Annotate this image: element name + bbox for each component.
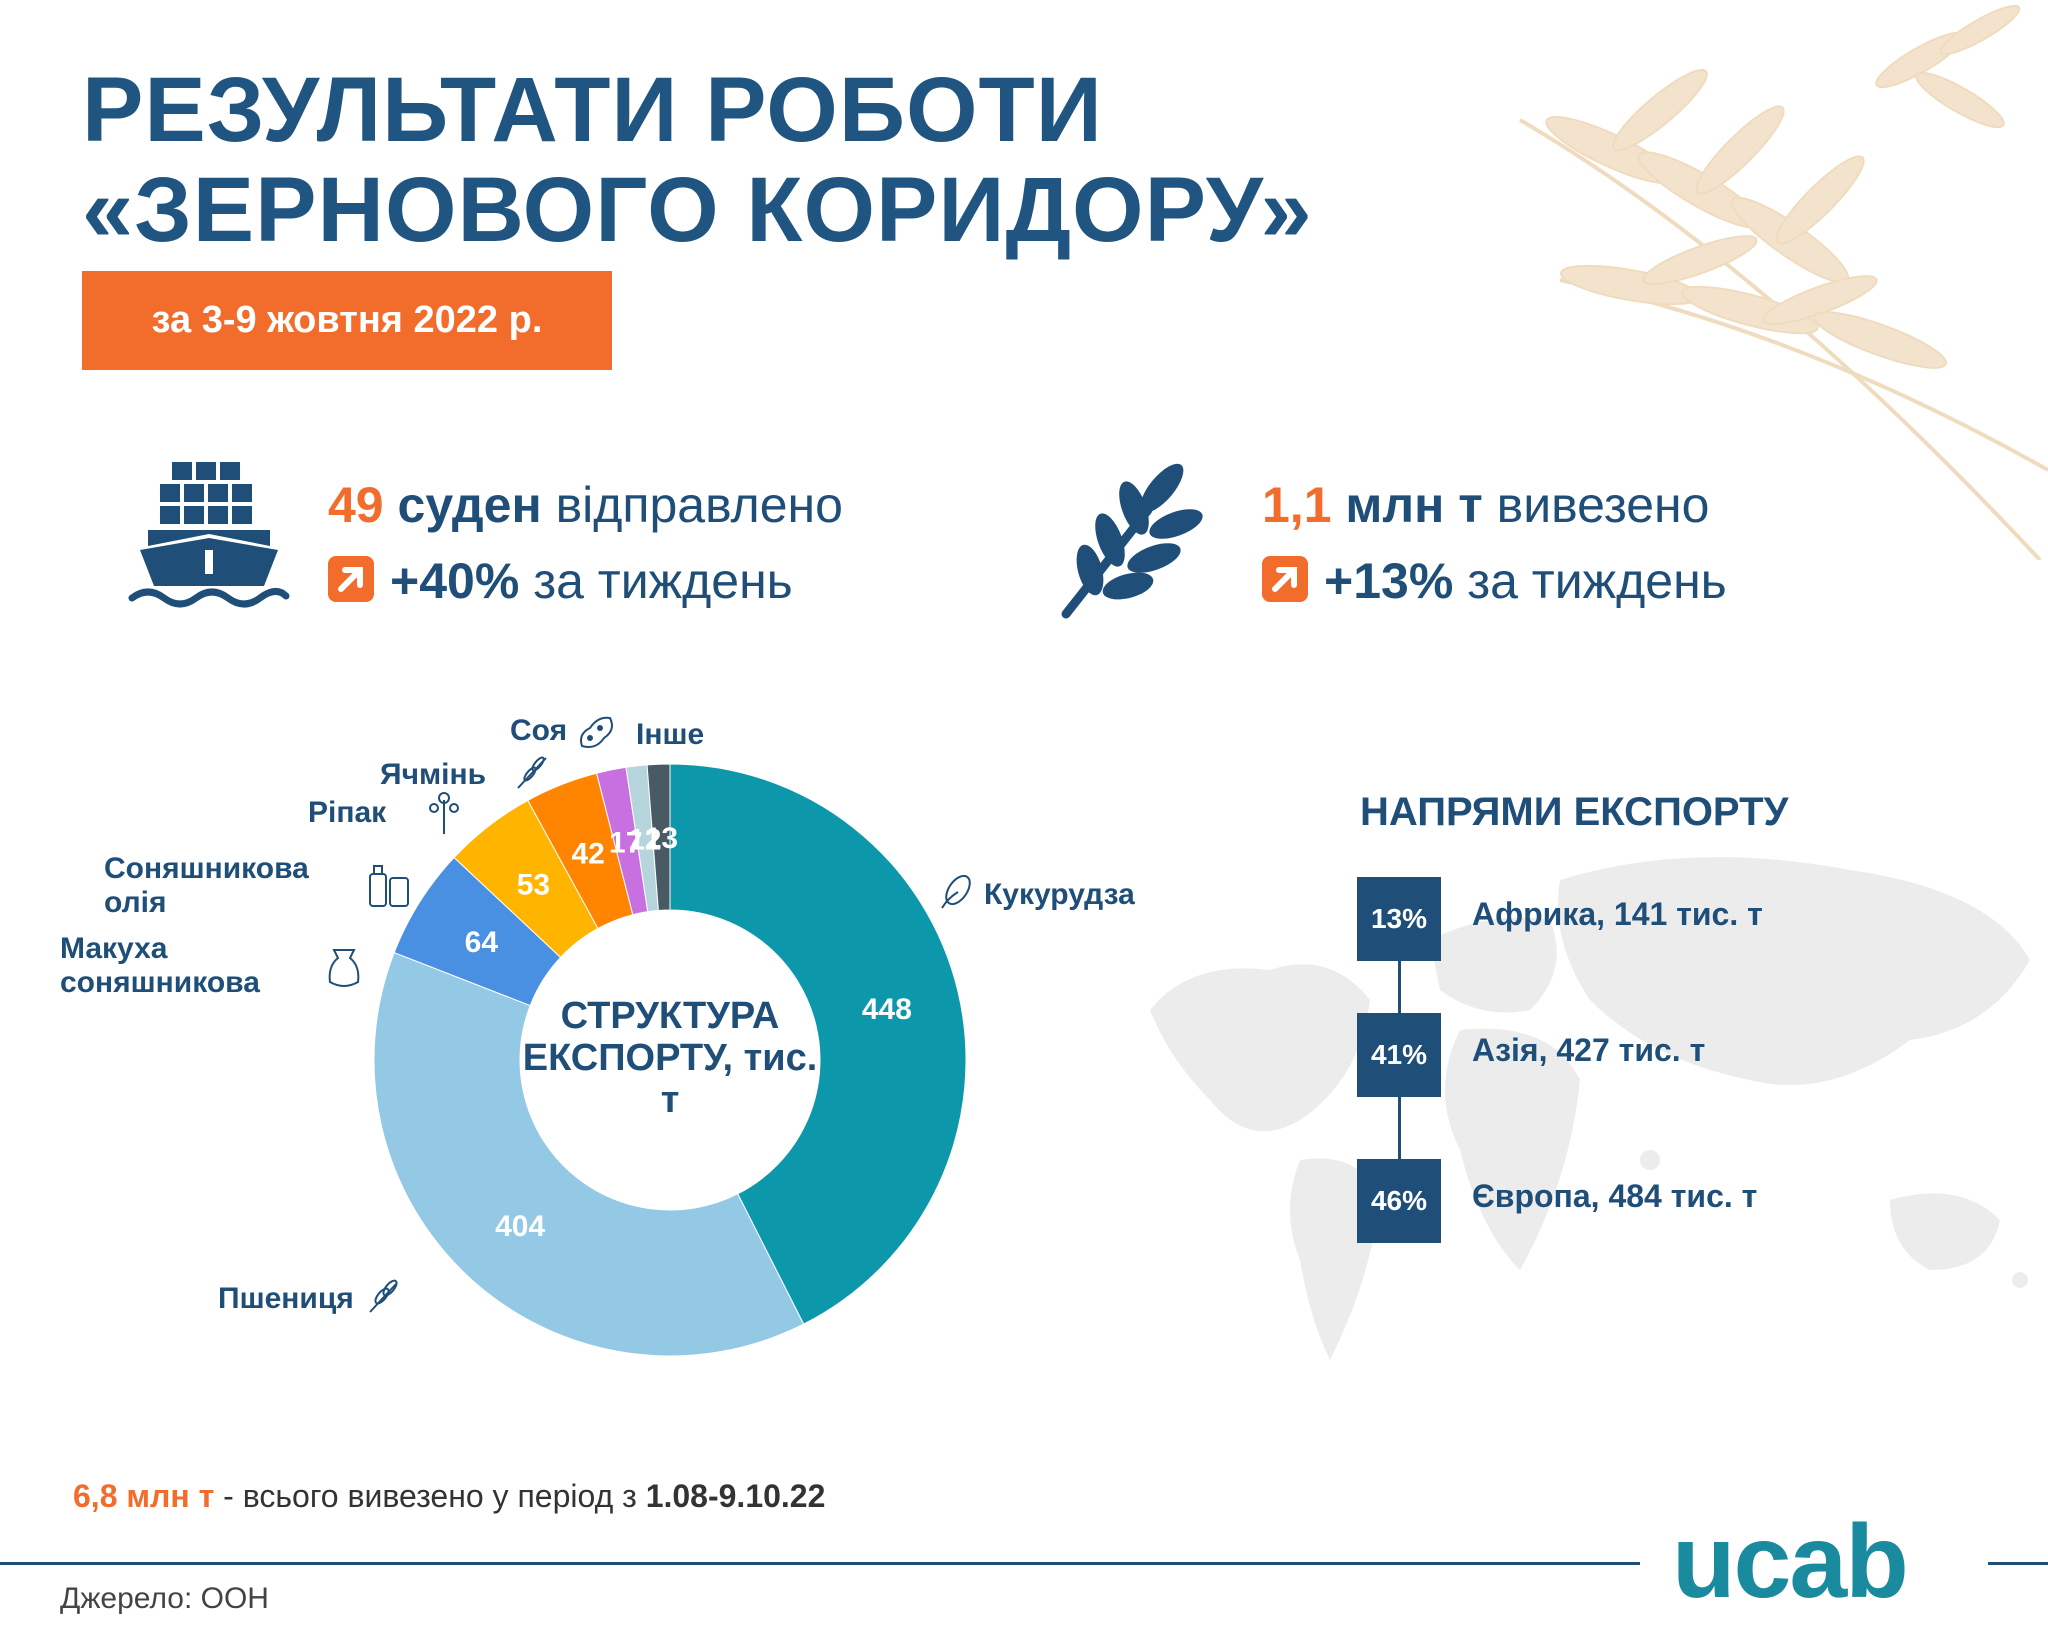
label-rapeseed: Ріпак — [308, 796, 387, 829]
donut-value-label-1: 404 — [495, 1210, 545, 1243]
page-title: РЕЗУЛЬТАТИ РОБОТИ «ЗЕРНОВОГО КОРИДОРУ» — [82, 60, 1313, 260]
donut-value-label-5: 17 — [609, 826, 642, 859]
direction-asia-percent: 41% — [1357, 1013, 1441, 1097]
footer-rule-right — [1988, 1562, 2048, 1565]
ships-verb: відправлено — [555, 477, 843, 533]
logo-letter: a — [1789, 1504, 1847, 1620]
tonnage-unit: млн т — [1345, 477, 1483, 533]
footer-rule-left — [0, 1562, 1640, 1565]
label-soy: Соя — [510, 714, 568, 747]
wheat-icon — [1061, 463, 1203, 619]
direction-africa-percent: 13% — [1357, 877, 1441, 961]
ucab-logo: ucab — [1672, 1510, 1909, 1614]
label-sunflower-cake: Макуха соняшникова — [60, 932, 260, 999]
donut-center-text: СТРУКТУРА ЕКСПОРТУ, тис. т — [522, 995, 818, 1121]
label-other: Інше — [636, 718, 705, 751]
trend-up-icon — [328, 556, 374, 602]
direction-europe-label: Європа, 484 тис. т — [1472, 1178, 1758, 1214]
donut-value-label-6: 12 — [628, 823, 661, 856]
donut-slice-7 — [646, 763, 671, 911]
trend-up-icon — [1262, 556, 1308, 602]
donut-slice-1 — [373, 951, 805, 1357]
logo-letter: u — [1672, 1504, 1736, 1620]
donut-value-label-0: 448 — [862, 993, 912, 1026]
tonnage-verb: вивезено — [1496, 477, 1710, 533]
rapeseed-icon — [429, 792, 459, 834]
direction-africa-label: Африка, 141 тис. т — [1472, 896, 1763, 932]
donut-value-label-4: 42 — [571, 838, 604, 871]
total-value: 6,8 млн т — [73, 1478, 215, 1514]
direction-asia-label: Азія, 427 тис. т — [1472, 1032, 1706, 1068]
source-note: Джерело: ООН — [60, 1582, 269, 1615]
ships-stat: 49 суден відправлено — [328, 476, 843, 534]
tonnage-number: 1,1 — [1262, 477, 1332, 533]
soybean-icon — [580, 716, 613, 748]
label-barley: Ячмінь — [380, 758, 487, 791]
wheat-small-icon — [369, 1279, 398, 1313]
label-corn: Кукурудза — [936, 872, 1135, 912]
logo-letter: c — [1733, 1504, 1792, 1620]
total-summary: 6,8 млн т - всього вивезено у період з 1… — [73, 1478, 825, 1515]
title-line-1: РЕЗУЛЬТАТИ РОБОТИ — [82, 59, 1103, 161]
donut-value-label-2: 64 — [465, 926, 499, 959]
donut-value-label-3: 53 — [517, 869, 550, 902]
ships-change: +40% за тиждень — [328, 552, 793, 610]
ships-number: 49 — [328, 477, 384, 533]
ship-icon — [128, 462, 290, 608]
title-line-2: «ЗЕРНОВОГО КОРИДОРУ» — [82, 159, 1313, 261]
direction-europe-percent: 46% — [1357, 1159, 1441, 1243]
logo-letter: b — [1845, 1504, 1909, 1620]
tonnage-change: +13% за тиждень — [1262, 552, 1727, 610]
barley-icon — [517, 756, 547, 789]
ships-change-value: +40% — [390, 553, 520, 609]
directions-title: НАПРЯМИ ЕКСПОРТУ — [1360, 790, 1789, 834]
donut-slice-0 — [669, 763, 967, 1325]
world-map-decoration — [1150, 857, 2030, 1360]
donut-value-label-7: 13 — [645, 822, 678, 855]
tonnage-change-value: +13% — [1324, 553, 1454, 609]
label-sunflower-oil: Соняшникова олія — [104, 852, 309, 919]
bottle-icon — [369, 865, 409, 907]
ships-change-period: за тиждень — [533, 553, 793, 609]
total-text: - всього вивезено у період з — [214, 1478, 646, 1514]
total-period: 1.08-9.10.22 — [645, 1478, 826, 1514]
wheat-decoration — [1518, 4, 2048, 560]
label-wheat: Пшениця — [218, 1276, 404, 1316]
corn-icon — [941, 874, 971, 909]
tonnage-change-period: за тиждень — [1467, 553, 1727, 609]
donut-center-title: СТРУКТУРА ЕКСПОРТУ, тис. т — [520, 995, 820, 1121]
tonnage-stat: 1,1 млн т вивезено — [1262, 476, 1709, 534]
date-badge: за 3-9 жовтня 2022 р. — [82, 271, 612, 370]
bag-icon — [328, 949, 360, 987]
ships-unit: суден — [397, 477, 542, 533]
